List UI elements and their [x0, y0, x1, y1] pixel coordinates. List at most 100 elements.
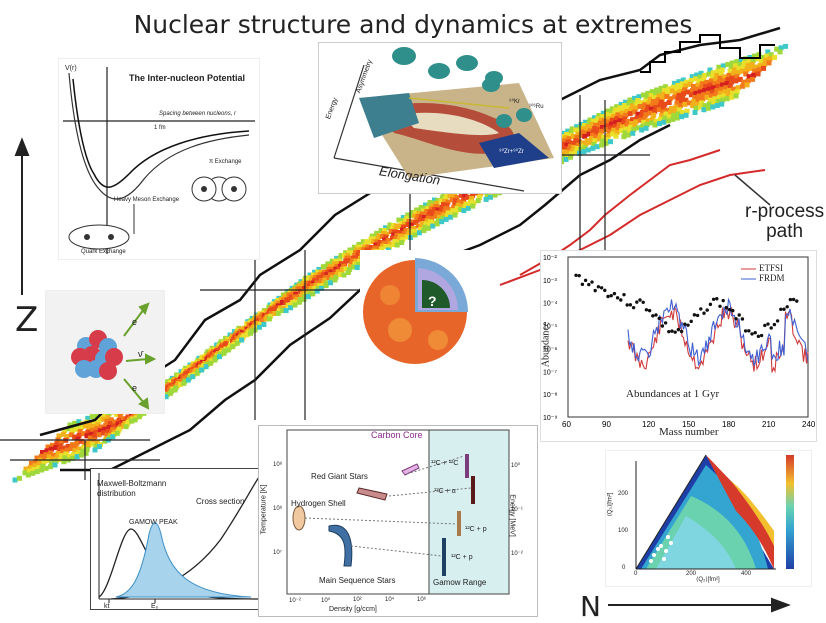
- nuclide-cell: [704, 94, 710, 100]
- nuclide-cell: [431, 197, 437, 203]
- nuclide-cell: [355, 252, 361, 258]
- nuclide-cell: [606, 129, 612, 135]
- abundance-data-point: [702, 311, 706, 315]
- nuclide-cell: [293, 299, 299, 305]
- nuclide-cell: [297, 288, 303, 294]
- nuclide-cell: [670, 116, 676, 122]
- nuclide-cell: [658, 99, 664, 105]
- nuclide-cell: [420, 208, 426, 214]
- nuclide-cell: [324, 272, 330, 278]
- nuclide-cell: [351, 244, 357, 250]
- abundance-y-label: Abundance: [540, 321, 552, 368]
- nuclide-cell: [465, 194, 471, 200]
- nuclide-cell: [604, 111, 610, 117]
- nuclide-cell: [93, 443, 99, 449]
- nuclide-cell: [717, 90, 723, 96]
- nuclide-cell: [83, 423, 89, 429]
- nuclide-cell: [699, 81, 705, 87]
- nuclide-cell: [461, 197, 467, 203]
- nuclide-cell: [110, 427, 116, 433]
- nuclide-cell: [358, 244, 364, 250]
- nuclide-cell: [288, 305, 294, 311]
- nuclide-cell: [675, 83, 681, 88]
- nuclide-cell: [720, 63, 726, 69]
- nuclide-cell: [580, 140, 586, 146]
- abundance-data-point: [609, 293, 613, 298]
- nuclide-cell: [622, 116, 628, 122]
- nuclide-cell: [389, 226, 395, 231]
- nuclide-cell: [582, 133, 588, 139]
- nuclide-cell: [321, 280, 327, 286]
- nuclide-cell: [584, 127, 590, 133]
- nuclide-cell: [121, 416, 127, 422]
- nuclide-cell: [625, 118, 631, 124]
- nuclide-cell: [583, 119, 589, 125]
- nuclide-cell: [132, 417, 138, 423]
- nuclide-cell: [666, 86, 672, 92]
- nuclide-cell: [700, 96, 706, 102]
- abundance-data-point: [763, 323, 767, 328]
- nuclide-cell: [603, 115, 609, 121]
- nuclide-cell: [334, 263, 340, 269]
- nuclide-cell: [737, 76, 743, 82]
- nuclide-cell: [734, 59, 740, 65]
- staircase-boundary: [640, 34, 775, 73]
- nuclide-cell: [419, 224, 425, 229]
- nuclide-cell: [634, 101, 640, 107]
- nuclide-cell: [603, 140, 609, 146]
- nuclide-cell: [234, 340, 240, 346]
- nuclide-cell: [306, 283, 312, 289]
- abundance-data-point: [779, 307, 783, 311]
- nuclide-cell: [405, 231, 411, 237]
- nuclide-cell: [360, 239, 366, 245]
- abundance-y-tick: 10⁻⁵: [543, 324, 557, 331]
- page-title: Nuclear structure and dynamics at extrem…: [133, 10, 693, 39]
- nuclide-cell: [277, 305, 283, 311]
- nuclide-cell: [376, 233, 382, 239]
- nuclide-cell: [736, 66, 742, 71]
- nuclide-cell: [435, 218, 441, 224]
- nuclide-cell: [731, 71, 736, 77]
- nuclide-cell: [305, 294, 311, 300]
- abundance-data-point: [590, 280, 594, 284]
- e-tick-1: 10⁻¹: [511, 507, 523, 513]
- nuclide-cell: [276, 308, 282, 314]
- nuclide-cell: [651, 99, 656, 104]
- nuclide-cell: [643, 112, 649, 118]
- nuclide-cell: [729, 75, 735, 81]
- nuclide-cell: [67, 422, 73, 428]
- nuclide-cell: [707, 97, 713, 103]
- nuclide-cell: [329, 258, 335, 264]
- nuclide-cell: [392, 239, 398, 244]
- abundance-data-point: [791, 297, 796, 302]
- nuclide-cell: [587, 128, 593, 134]
- nuclide-cell: [710, 70, 716, 76]
- nuclide-cell: [303, 283, 309, 289]
- core-question-mark: ?: [428, 293, 437, 309]
- nuclide-cell: [645, 90, 651, 96]
- nuclide-cell: [364, 239, 370, 245]
- nuclide-cell: [416, 211, 422, 216]
- nuclide-cell: [307, 272, 313, 278]
- nuclide-cell: [105, 428, 111, 434]
- nuclide-cell: [732, 67, 738, 73]
- nuclide-cell: [194, 370, 200, 376]
- nuclide-cell: [399, 218, 405, 223]
- abundance-data-point: [731, 308, 735, 313]
- nuclide-cell: [664, 107, 670, 113]
- nuclide-cell: [62, 455, 68, 461]
- nuclide-cell: [298, 286, 304, 292]
- nuclide-cell: [129, 418, 135, 424]
- nuclide-cell: [314, 288, 320, 294]
- nuclide-cell: [31, 467, 37, 472]
- nuclide-cell: [734, 74, 740, 80]
- nuclide-cell: [383, 244, 389, 249]
- nuclide-cell: [721, 93, 727, 99]
- abundance-x-tick: 150: [682, 420, 696, 429]
- nuclide-cell: [574, 124, 580, 130]
- nuclide-cell: [579, 129, 585, 135]
- nuclide-cell: [571, 144, 577, 150]
- nuclide-cell: [662, 115, 668, 121]
- nuclide-cell: [610, 131, 616, 137]
- nuclide-cell: [680, 110, 686, 116]
